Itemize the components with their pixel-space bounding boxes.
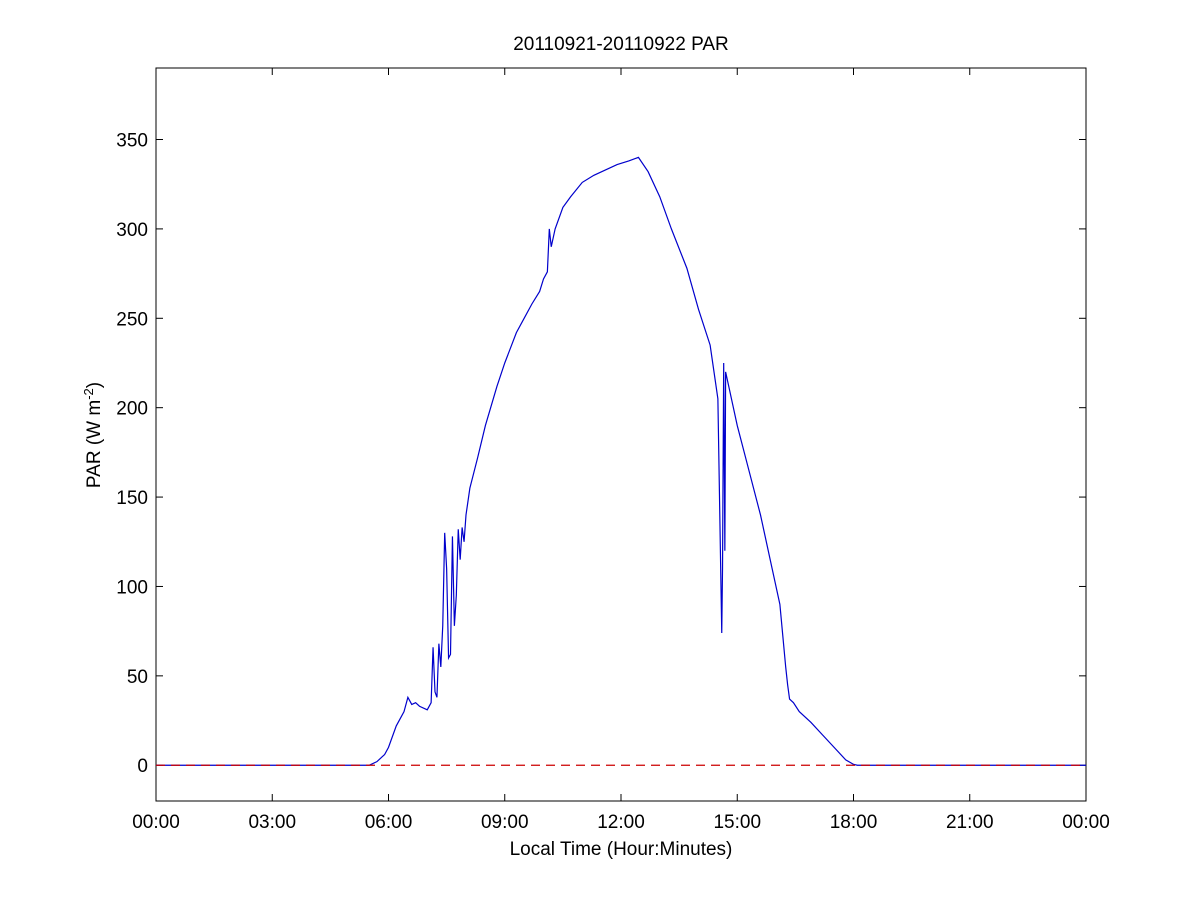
x-axis-label: Local Time (Hour:Minutes) [510,839,733,860]
y-tick-label: 350 [116,131,148,152]
x-tick-label: 12:00 [597,812,645,833]
x-tick-label: 06:00 [365,812,413,833]
y-tick-label: 150 [116,488,148,509]
plot-area [155,67,1087,802]
y-axis-ticks: 0 50 100 150 200 250 300 350 [116,131,1086,777]
y-axis-label-superscript: -2 [81,388,96,400]
par-series-line [156,156,1086,766]
x-tick-label: 21:00 [946,812,994,833]
x-tick-label: 15:00 [713,812,761,833]
y-tick-label: 200 [116,399,148,420]
y-axis-label: PAR (W m-2) [81,382,106,488]
y-tick-label: 250 [116,309,148,330]
x-tick-label: 00:00 [132,812,180,833]
series-layer [156,156,1086,766]
x-tick-label: 09:00 [481,812,529,833]
x-axis-ticks: 00:00 03:00 06:00 09:00 12:00 15:00 18:00 21:00… [132,68,1110,833]
x-tick-label: 18:00 [830,812,878,833]
y-axis-label-close: ) [84,382,105,388]
plot-frame [155,67,1087,802]
x-tick-label: 03:00 [248,812,296,833]
y-axis-label-main: PAR (W m [84,400,105,488]
y-tick-label: 300 [116,220,148,241]
y-tick-label: 50 [127,667,148,688]
chart-title: 20110921-20110922 PAR [513,34,729,55]
y-tick-label: 100 [116,577,148,598]
x-tick-label: 00:00 [1062,812,1110,833]
y-tick-label: 0 [137,756,148,777]
